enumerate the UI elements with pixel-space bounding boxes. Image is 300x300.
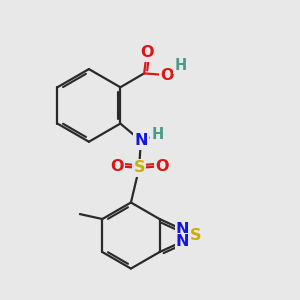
Text: O: O [155, 159, 168, 174]
Text: O: O [110, 159, 124, 174]
Text: N: N [176, 222, 189, 237]
Text: H: H [151, 127, 164, 142]
Text: S: S [189, 228, 201, 243]
Text: O: O [160, 68, 173, 82]
Text: H: H [174, 58, 187, 73]
Text: O: O [140, 45, 154, 60]
Text: N: N [176, 234, 189, 249]
Text: S: S [134, 160, 145, 175]
Text: N: N [134, 133, 148, 148]
